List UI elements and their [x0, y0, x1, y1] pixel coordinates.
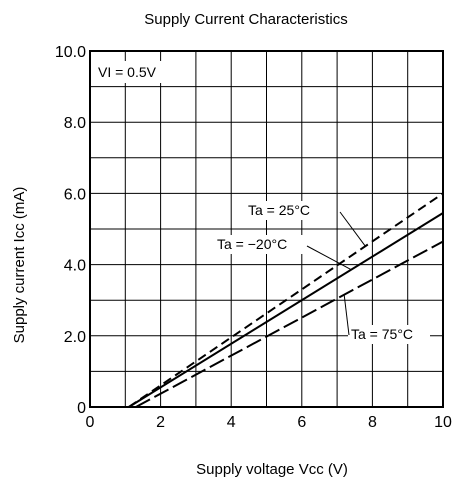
x-tick-label: 2 [156, 414, 165, 431]
chart-title: Supply Current Characteristics [144, 11, 347, 28]
y-tick-label: 0 [77, 400, 86, 417]
annotation-leader [339, 211, 366, 247]
x-tick-label: 10 [434, 414, 452, 431]
condition-box: VI = 0.5V [92, 61, 176, 83]
x-tick-labels: 0 2 4 6 8 10 [86, 414, 452, 431]
y-tick-label: 2.0 [64, 329, 86, 346]
y-axis-label: Supply current Icc (mA) [11, 187, 28, 344]
condition-label: VI = 0.5V [98, 64, 157, 80]
grid-lines [90, 51, 443, 407]
series-annotation-bg [348, 325, 430, 344]
y-tick-label: 10.0 [55, 44, 86, 61]
x-tick-label: 0 [86, 414, 95, 431]
series-line-2 [128, 212, 444, 408]
x-tick-label: 4 [227, 414, 236, 431]
plot-frame [89, 50, 444, 408]
series-annotation-bg [245, 201, 327, 220]
series-line-1 [128, 192, 444, 408]
y-tick-labels: 0 2.0 4.0 6.0 8.0 10.0 [55, 44, 86, 417]
series-layer [128, 192, 444, 408]
y-tick-label: 4.0 [64, 258, 86, 275]
series-line-3 [135, 240, 444, 408]
series-annotation-1: Ta = 25°C [248, 202, 310, 218]
x-axis-label: Supply voltage Vcc (V) [196, 461, 348, 478]
annotation-leader [343, 294, 350, 336]
series-annotation-2: Ta = −20°C [217, 236, 287, 252]
y-tick-label: 6.0 [64, 186, 86, 203]
series-annotation-bg [214, 235, 304, 254]
annotation-leader [306, 245, 352, 271]
x-tick-label: 6 [297, 414, 306, 431]
x-tick-label: 8 [368, 414, 377, 431]
condition-box-bg [92, 61, 176, 83]
series-annotation-3: Ta = 75°C [351, 326, 413, 342]
series-annotations: Ta = 25°C Ta = −20°C Ta = 75°C [214, 201, 430, 344]
y-tick-label: 8.0 [64, 115, 86, 132]
